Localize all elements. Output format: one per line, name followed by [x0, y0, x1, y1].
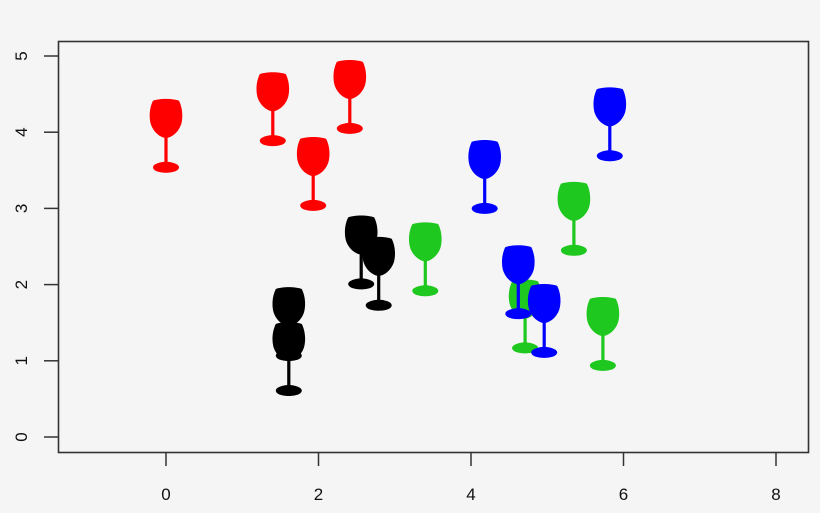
y-axis: 0 1 2 3 4 5: [12, 51, 58, 442]
plot-frame: [57, 40, 810, 454]
x-tick-label: 2: [314, 485, 323, 504]
wine-glass-icon: [333, 60, 367, 134]
x-tick-label: 8: [771, 485, 780, 504]
x-axis: 0 2 4 6 8: [161, 452, 781, 504]
wine-glass-icon: [272, 322, 306, 396]
series-red: [149, 60, 367, 211]
wine-glass-icon: [557, 181, 591, 256]
y-tick-label: 4: [12, 127, 31, 136]
wine-glass-icon: [344, 215, 378, 290]
wine-glass-markers: [149, 60, 627, 396]
wine-glass-icon: [362, 236, 396, 311]
wine-glass-icon: [408, 222, 442, 297]
x-tick-label: 6: [619, 485, 628, 504]
series-blue: [468, 87, 627, 358]
wine-glass-icon: [468, 140, 502, 214]
wine-glass-icon: [593, 87, 627, 162]
wine-glass-icon: [149, 98, 183, 173]
y-tick-label: 3: [12, 204, 31, 213]
y-tick-label: 5: [12, 51, 31, 60]
wine-glass-icon: [527, 284, 561, 358]
wine-glass-icon: [501, 245, 535, 320]
y-tick-label: 1: [12, 356, 31, 365]
wine-glass-icon: [296, 137, 330, 211]
series-black: [272, 215, 396, 396]
y-tick-label: 0: [12, 432, 31, 441]
x-tick-label: 0: [161, 485, 170, 504]
wine-glass-icon: [256, 72, 290, 147]
wine-glass-icon: [586, 297, 620, 371]
x-tick-label: 4: [466, 485, 475, 504]
y-tick-label: 2: [12, 280, 31, 289]
